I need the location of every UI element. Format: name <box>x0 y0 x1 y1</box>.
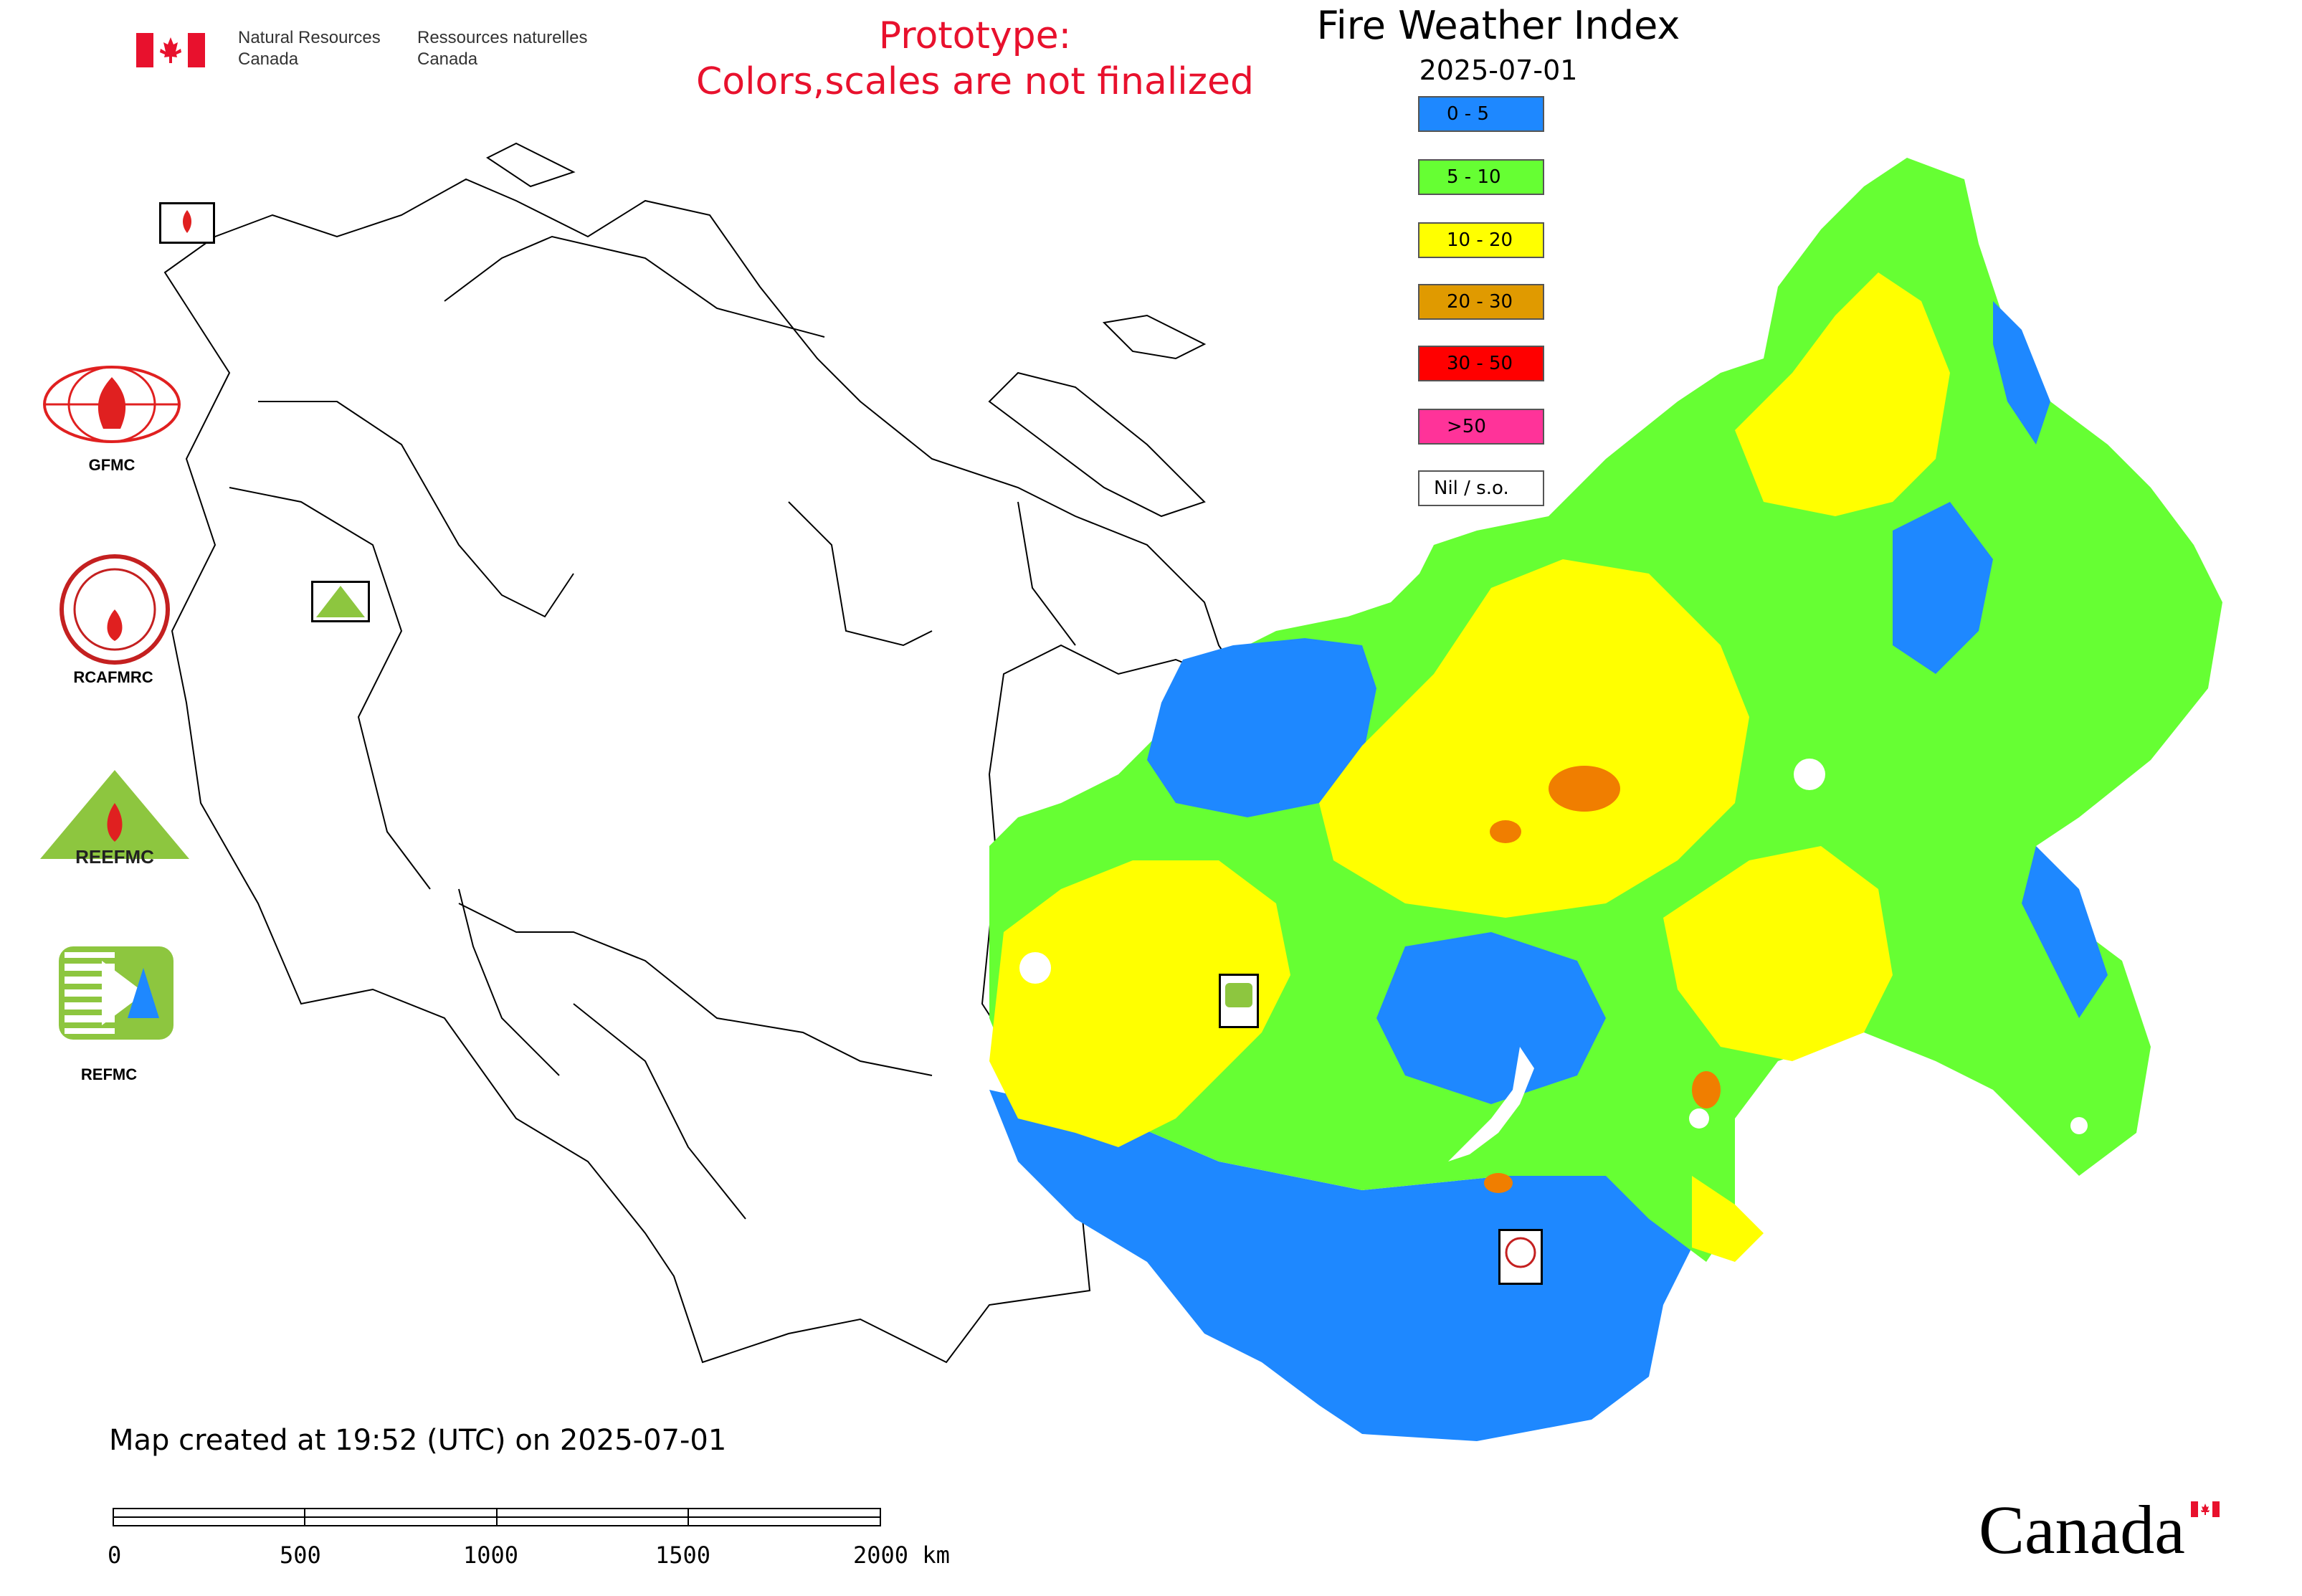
fwi-zone-0-5-sakhalin <box>2022 846 2108 1018</box>
scale-tick-1000: 1000 <box>463 1542 519 1569</box>
refmc-marker-icon <box>1225 983 1252 1007</box>
fwi-zone-10-20-central <box>1319 559 1749 918</box>
dept-name-en-line1: Natural Resources <box>238 28 381 47</box>
prototype-notice: Prototype: Colors,scales are not finaliz… <box>631 13 1319 105</box>
scale-tick-500: 500 <box>280 1542 321 1569</box>
rcafmrc-map-marker <box>1498 1229 1543 1285</box>
reefmc-logo-text: REEFMC <box>75 846 154 868</box>
prototype-line1: Prototype: <box>878 14 1072 57</box>
canada-flag-icon <box>136 33 205 67</box>
fwi-zone-10-20-southeast <box>1692 1176 1764 1262</box>
rcafmrc-marker-icon <box>1505 1237 1536 1268</box>
refmc-logo <box>59 946 173 1040</box>
scale-tick-0: 0 <box>108 1542 122 1569</box>
legend-label: 0 - 5 <box>1447 103 1489 125</box>
fwi-zone-20-30-a <box>1549 766 1620 812</box>
fwi-zone-20-30-c <box>1692 1071 1721 1108</box>
country-outlines <box>163 142 1250 1364</box>
legend-item-10-20: 10 - 20 <box>1418 222 1544 258</box>
legend-label: 20 - 30 <box>1447 291 1513 313</box>
map-created-text: Map created at 19:52 (UTC) on 2025-07-01 <box>109 1424 727 1457</box>
rcafmrc-label: RCAFMRC <box>73 668 153 686</box>
fwi-zone-0-5-south <box>989 1090 1706 1441</box>
nil-spot <box>1019 952 1051 984</box>
map-title: Fire Weather Index <box>1316 3 1680 48</box>
gfmc-map-marker <box>159 202 215 244</box>
fwi-zone-10-20-northeast <box>1735 272 1950 516</box>
fwi-zone-20-30-b <box>1490 820 1521 843</box>
legend-label: 5 - 10 <box>1447 166 1501 188</box>
scale-tick-2000: 2000 km <box>853 1542 950 1569</box>
gfmc-marker-icon <box>183 210 191 233</box>
fwi-zone-0-5-kamchatka <box>1993 301 2050 445</box>
map-date: 2025-07-01 <box>1419 54 1578 86</box>
fwi-zone-10-20-east <box>1663 846 1893 1061</box>
legend-item-nil: Nil / s.o. <box>1418 470 1544 506</box>
scale-tick-1500: 1500 <box>655 1542 711 1569</box>
legend-label: 30 - 50 <box>1447 353 1513 374</box>
fwi-zone-0-5-northwest <box>1147 638 1376 817</box>
legend-item-0-5: 0 - 5 <box>1418 96 1544 132</box>
prototype-line2: Colors,scales are not finalized <box>695 60 1255 103</box>
gfmc-label: GFMC <box>88 456 135 474</box>
fwi-zone-20-30-d <box>1484 1173 1513 1193</box>
government-signature: Natural Resources Canada Ressources natu… <box>136 27 624 77</box>
refmc-map-marker <box>1219 974 1259 1028</box>
legend-item-20-30: 20 - 30 <box>1418 284 1544 320</box>
legend-item-over-50: >50 <box>1418 409 1544 445</box>
dept-name-fr: Ressources naturelles Canada <box>417 27 587 70</box>
dept-name-en: Natural Resources Canada <box>238 27 381 70</box>
refmc-label: REFMC <box>80 1065 138 1083</box>
dept-name-en-line2: Canada <box>238 49 299 69</box>
legend-label: >50 <box>1447 416 1486 437</box>
nil-spot <box>2070 1117 2088 1134</box>
legend-item-30-50: 30 - 50 <box>1418 346 1544 381</box>
dept-name-fr-line1: Ressources naturelles <box>417 28 588 47</box>
reefmc-logo: REEFMC <box>40 770 189 868</box>
gfmc-logo <box>43 366 181 443</box>
canada-wordmark: Canada <box>1979 1490 2220 1569</box>
rcafmrc-logo <box>60 554 170 665</box>
dept-name-fr-line2: Canada <box>417 49 478 69</box>
fwi-zone-10-20-west <box>989 860 1290 1147</box>
nil-spot <box>1794 759 1825 790</box>
legend-item-5-10: 5 - 10 <box>1418 159 1544 195</box>
fwi-zone-0-5-lake-region <box>1376 932 1606 1104</box>
reefmc-marker-icon <box>316 586 365 617</box>
canada-wordmark-text: Canada <box>1979 1491 2185 1568</box>
reefmc-map-marker <box>311 581 370 622</box>
legend-label: 10 - 20 <box>1447 229 1513 251</box>
fwi-coverage <box>989 158 2222 1441</box>
scale-bar-graphic <box>113 1508 881 1526</box>
fwi-zone-0-5-east <box>1893 502 1993 674</box>
lake-baikal <box>1448 1047 1534 1162</box>
legend-label: Nil / s.o. <box>1434 478 1509 499</box>
nil-spot <box>1689 1108 1709 1129</box>
wordmark-flag-icon <box>2191 1501 2220 1517</box>
scale-bar: 0 500 1000 1500 2000 km <box>108 1503 968 1582</box>
